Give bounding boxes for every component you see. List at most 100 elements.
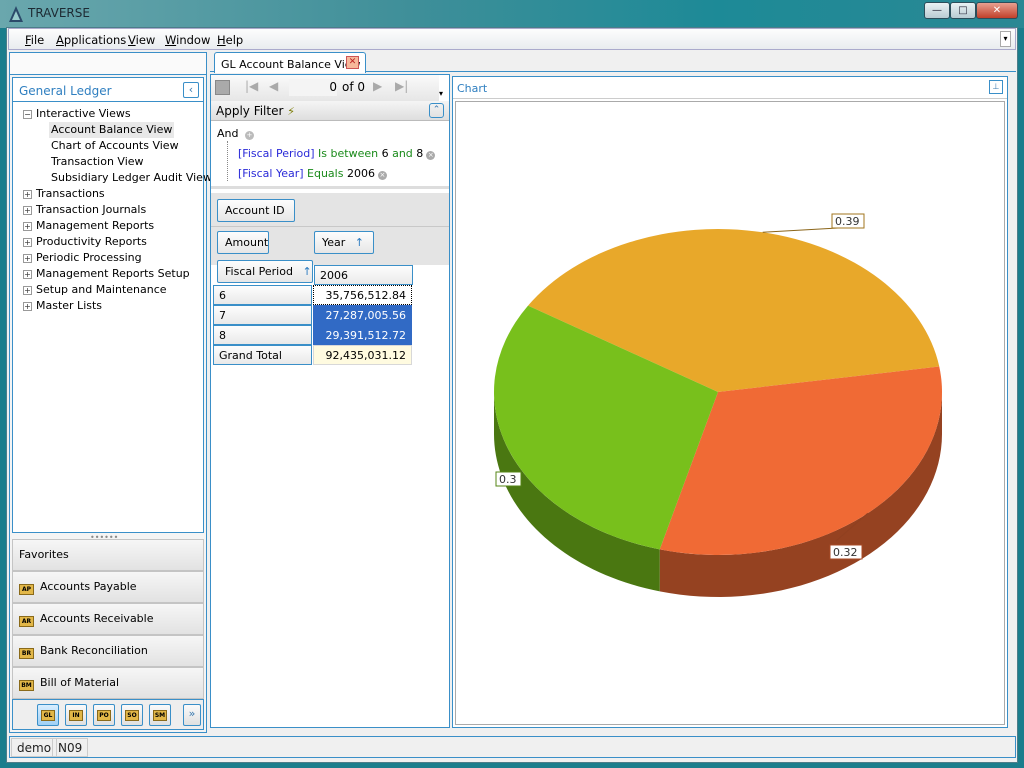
module-label: Bank Reconciliation [40,644,148,657]
menu-bar: File Applications View Window Help ▾ [8,28,1016,50]
data-label: 0.32 [833,546,858,559]
expand-icon[interactable]: + [23,302,32,311]
tree-item-label: Productivity Reports [36,235,147,248]
filter-condition[interactable]: [Fiscal Year] Equals 2006 × [238,167,387,180]
general-ledger-panel: General Ledger ‹ − Interactive Views Accoun… [12,77,212,533]
pie-chart: 0.39 0.32 0.3 [494,213,942,597]
tree-item[interactable]: + Periodic Processing [21,250,144,266]
module-label: Accounts Payable [40,580,137,593]
tree-item[interactable]: + Transactions [21,186,107,202]
po-folder-icon: PO [97,710,111,721]
data-label: 0.39 [835,215,860,228]
record-number-input[interactable]: 0 [289,79,337,96]
value-cell[interactable]: 29,391,512.72 [313,325,412,345]
menu-file[interactable]: File [25,33,45,47]
tree-item[interactable]: + Management Reports [21,218,156,234]
expand-icon[interactable]: + [23,222,32,231]
menu-help[interactable]: Help [217,33,244,47]
menu-overflow-button[interactable]: ▾ [1000,31,1011,47]
shortcut-in[interactable]: IN [65,704,87,726]
tree-item[interactable]: Account Balance View [49,122,175,138]
row-field-fiscal-period[interactable]: Fiscal Period ↑ [217,260,313,283]
tab-gl-account-balance-view[interactable]: GL Account Balance View ✕ [214,52,366,73]
toolbar-overflow-icon[interactable]: ▾ [439,89,444,98]
row-header[interactable]: 8 [213,325,312,345]
value-cell[interactable]: 27,287,005.56 [313,305,412,325]
row-header[interactable]: 6 [213,285,312,305]
expand-icon[interactable]: + [23,254,32,263]
expand-icon[interactable]: + [23,206,32,215]
tree-item-label: Subsidiary Ledger Audit View [51,171,212,184]
remove-condition-icon[interactable]: × [377,171,387,180]
expand-icon[interactable]: + [23,190,32,199]
tree-item-label: Management Reports [36,219,155,232]
collapse-panel-button[interactable]: ‹ [183,82,199,98]
previous-record-icon[interactable]: ◀ [269,79,279,93]
menu-window[interactable]: Window [165,33,211,47]
module-br[interactable]: BR Bank Reconciliation [12,635,204,667]
pin-icon[interactable]: ⊥ [989,80,1003,94]
filter-lightning-icon[interactable]: ⚡ [287,105,295,118]
module-label: Accounts Receivable [40,612,154,625]
sort-ascending-icon: ↑ [354,236,365,249]
collapse-filter-button[interactable]: ⌃ [429,103,444,118]
chart-panel-title: Chart [457,82,488,95]
module-ap[interactable]: AP Accounts Payable [12,571,204,603]
column-field-year[interactable]: Year ↑ [314,231,374,254]
value-cell[interactable]: 35,756,512.84 [313,285,412,305]
more-modules-button[interactable]: » [183,704,201,726]
tree-item[interactable]: Chart of Accounts View [49,138,181,154]
status-company: N09 [52,738,89,757]
gl-folder-icon: GL [41,710,55,721]
tree-item-label: Management Reports Setup [36,267,190,280]
row-header[interactable]: Grand Total [213,345,312,365]
tree-item[interactable]: Transaction View [49,154,146,170]
save-icon[interactable] [215,80,230,95]
tree-item-label: Interactive Views [36,107,131,120]
filter-group-and[interactable]: And + [217,127,254,140]
tree-item[interactable]: − Interactive Views [21,106,133,122]
close-tab-icon[interactable]: ✕ [346,56,359,69]
filter-field-account-id[interactable]: Account ID [217,199,295,222]
tree-item[interactable]: + Setup and Maintenance [21,282,169,298]
row-header[interactable]: 7 [213,305,312,325]
document-tab-strip: GL Account Balance View ✕ [210,52,1016,73]
module-ar[interactable]: AR Accounts Receivable [12,603,204,635]
tree-item[interactable]: + Master Lists [21,298,104,314]
shortcut-so[interactable]: SO [121,704,143,726]
tree-item-label: Account Balance View [51,123,173,136]
chart-area: 0.39 0.32 0.3 [455,101,1005,725]
app-logo-icon [9,6,23,22]
menu-applications[interactable]: Applications [56,33,127,47]
expand-icon[interactable]: + [23,238,32,247]
favorites-header[interactable]: Favorites [12,539,204,571]
collapse-icon[interactable]: − [23,110,32,119]
value-cell[interactable]: 92,435,031.12 [313,345,412,365]
expand-icon[interactable]: + [23,270,32,279]
module-bm[interactable]: BM Bill of Material [12,667,204,699]
tree-item[interactable]: + Productivity Reports [21,234,149,250]
tree-item[interactable]: + Management Reports Setup [21,266,192,282]
navigation-pane: General Ledger ‹ − Interactive Views Accoun… [9,52,212,733]
tree-item[interactable]: + Transaction Journals [21,202,148,218]
first-record-icon[interactable]: |◀ [245,79,259,93]
column-header-2006[interactable]: 2006 [314,265,413,285]
expand-icon[interactable]: + [23,286,32,295]
pie-slice-7 [494,305,718,550]
splitter-handle[interactable]: •••••• [90,533,119,542]
menu-view[interactable]: View [128,33,156,47]
record-count: of 0 [342,80,366,94]
minimize-button[interactable]: — [924,2,950,19]
remove-condition-icon[interactable]: × [426,151,436,160]
maximize-button[interactable]: □ [950,2,976,19]
data-field-amount[interactable]: Amount [217,231,269,254]
filter-condition[interactable]: [Fiscal Period] Is between 6 and 8 × [238,147,436,160]
next-record-icon[interactable]: ▶ [373,79,383,93]
shortcut-sm[interactable]: SM [149,704,171,726]
tree-item[interactable]: Subsidiary Ledger Audit View [49,170,214,186]
shortcut-gl[interactable]: GL [37,704,59,726]
add-condition-icon[interactable]: + [244,131,254,140]
last-record-icon[interactable]: ▶| [395,79,409,93]
shortcut-po[interactable]: PO [93,704,115,726]
close-button[interactable]: ✕ [976,2,1018,19]
